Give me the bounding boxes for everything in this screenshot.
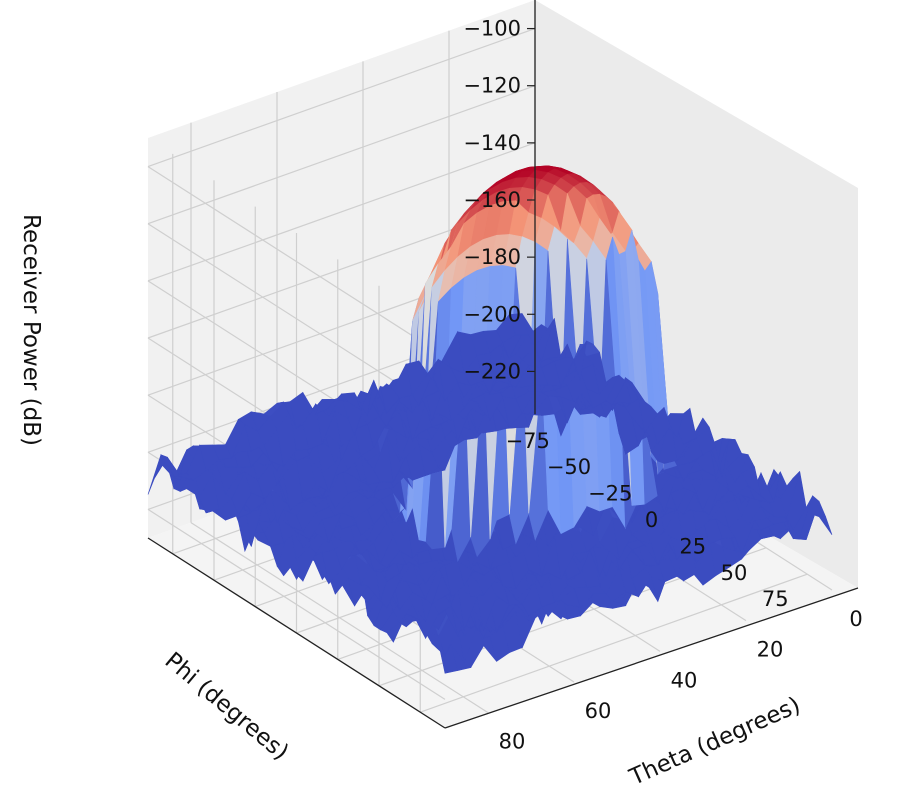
y-axis-label: Theta (degrees) xyxy=(625,692,804,791)
x-tick-label: −75 xyxy=(506,429,550,453)
x-tick-label: 75 xyxy=(762,587,789,611)
tick-labels: −100 −120 −140 −160 −180 −200 −220 −75−50 −25 0 25… xyxy=(463,17,862,754)
x-tick-label: −25 xyxy=(588,482,632,506)
y-tick-label: 20 xyxy=(757,638,784,662)
grid-z-left xyxy=(147,85,536,225)
x-tick-label: 0 xyxy=(645,508,658,532)
grid-x-floor xyxy=(420,573,808,713)
grid-z-left xyxy=(147,28,536,168)
x-tick-label: −50 xyxy=(547,455,591,479)
grid-y-floor xyxy=(190,522,489,714)
z-axis-label: Receiver Power (dB) xyxy=(18,214,44,446)
grid-z-left xyxy=(147,142,536,282)
y-axis-line xyxy=(444,587,859,729)
z-tick-label: −180 xyxy=(463,245,521,269)
x-axis-label: Phi (degrees) xyxy=(160,648,294,766)
z-tick-label: −140 xyxy=(463,131,521,155)
y-tick-label: 60 xyxy=(585,699,612,723)
x-axis-line xyxy=(147,537,446,729)
z-tick-label: −100 xyxy=(463,17,521,41)
power-surface xyxy=(147,165,833,674)
y-tick-label: 80 xyxy=(499,730,526,754)
axis-edges xyxy=(147,0,859,729)
x-tick-label: 50 xyxy=(721,561,748,585)
surface-facet xyxy=(521,313,542,336)
z-tick-label: −160 xyxy=(463,188,521,212)
y-tick-label: 40 xyxy=(671,668,698,692)
x-tick-label: 25 xyxy=(679,534,706,558)
z-tick-label: −120 xyxy=(463,74,521,98)
z-tick-label: −200 xyxy=(463,302,521,326)
z-tick-label: −220 xyxy=(463,359,521,383)
y-tick-label: 0 xyxy=(849,607,862,631)
